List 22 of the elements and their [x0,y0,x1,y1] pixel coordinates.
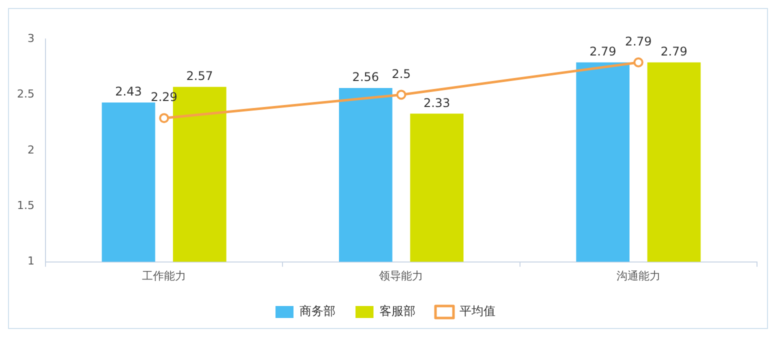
data-label: 2.79 [625,34,652,49]
data-label: 2.57 [186,69,214,84]
y-tick-label: 2.5 [16,88,34,101]
point [396,90,406,100]
x-tick-label: 领导能力 [379,269,424,282]
point [159,113,170,124]
data-label: 2.5 [392,66,411,81]
x-tick-label: 工作能力 [142,269,186,282]
legend-label: 商务部 [300,304,336,318]
data-label: 2.56 [352,70,380,84]
legend-label: 客服部 [380,304,416,318]
y-tick-label: 3 [27,32,34,45]
data-label: 2.79 [589,44,616,59]
data-label: 2.33 [423,96,450,110]
y-tick-label: 1 [27,254,34,268]
x-tick-label: 沟通能力 [616,269,660,282]
data-label: 2.79 [660,44,688,59]
data-label: 2.43 [115,84,142,99]
y-tick-label: 2 [27,143,34,156]
point [633,57,644,68]
y-tick-label: 1.5 [16,198,34,212]
legend-label: 平均值 [460,304,496,318]
